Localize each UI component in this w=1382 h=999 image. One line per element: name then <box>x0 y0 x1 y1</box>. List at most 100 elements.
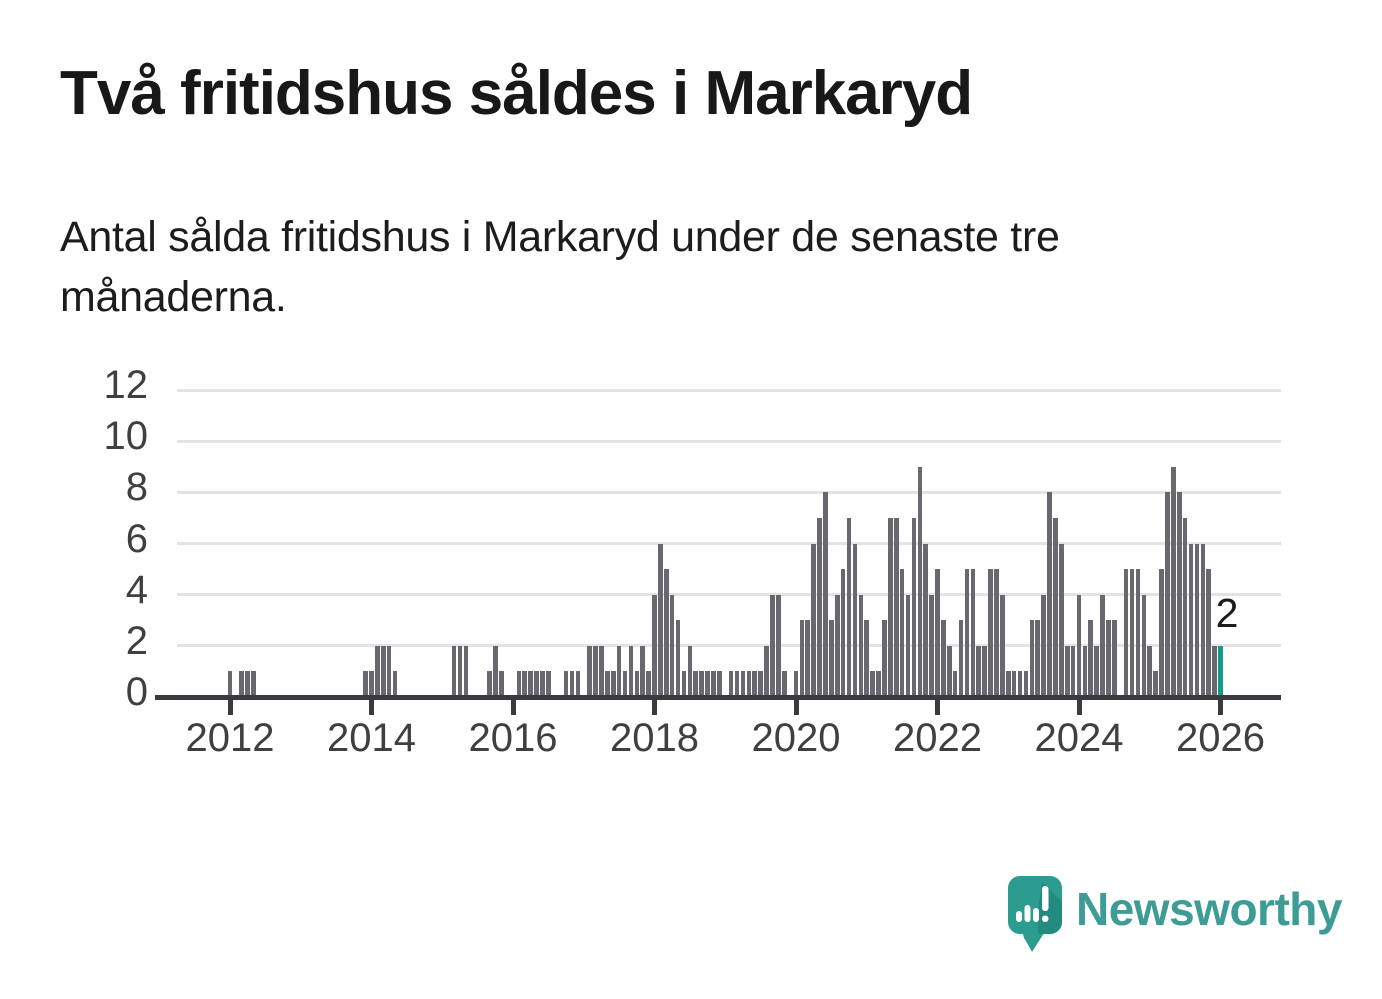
bar <box>770 594 775 697</box>
bar <box>823 492 828 697</box>
bar <box>616 645 622 697</box>
bar <box>1129 569 1135 697</box>
bar <box>646 671 651 697</box>
bar <box>911 517 917 697</box>
bar <box>1194 543 1200 697</box>
bar <box>952 671 958 697</box>
bar <box>245 671 250 697</box>
x-axis-tick-label-2024: 2024 <box>1034 716 1124 760</box>
bar <box>988 569 993 697</box>
bar <box>1153 671 1158 697</box>
bar <box>752 671 758 697</box>
gridline-y10 <box>177 439 1281 443</box>
bar <box>693 671 699 697</box>
bar <box>1053 517 1058 697</box>
bar <box>463 645 469 697</box>
bar <box>1165 492 1170 697</box>
newsworthy-wordmark: Newsworthy <box>1076 883 1342 935</box>
bar <box>1064 645 1070 697</box>
x-axis-tick-2012 <box>227 700 233 715</box>
bar <box>569 671 575 697</box>
bar <box>870 671 875 697</box>
gridline-y4 <box>177 593 1281 597</box>
bar <box>363 671 368 697</box>
bar <box>946 645 952 697</box>
x-axis-tick-2020 <box>793 700 799 715</box>
bar <box>840 569 846 697</box>
y-axis-tick-label: 10 <box>103 414 149 459</box>
y-axis-tick-label: 4 <box>125 567 148 612</box>
gridline-y8 <box>177 490 1281 494</box>
gridline-y2 <box>177 644 1281 648</box>
bar <box>593 645 598 697</box>
bar <box>392 671 398 697</box>
bar <box>652 594 657 697</box>
newsworthy-logo: Newsworthy <box>1008 874 1342 960</box>
bar <box>1059 543 1064 697</box>
bar <box>1029 620 1035 697</box>
bar <box>1041 594 1046 697</box>
bar <box>882 620 887 697</box>
bar <box>864 620 870 697</box>
bar <box>634 671 640 697</box>
bar <box>622 671 628 697</box>
bar <box>1070 645 1076 697</box>
x-axis-tick-2022 <box>935 700 940 715</box>
bar <box>575 671 581 697</box>
y-axis-tick-label: 2 <box>125 618 148 663</box>
bar <box>994 569 999 697</box>
bar <box>905 594 911 697</box>
y-axis-tick-label: 0 <box>125 670 148 714</box>
x-axis-tick-label-2020: 2020 <box>751 716 841 760</box>
x-axis-tick-2024 <box>1076 700 1082 715</box>
bar <box>663 569 669 697</box>
bar <box>375 645 380 697</box>
bar <box>781 671 787 697</box>
bar <box>669 594 675 697</box>
bar <box>534 671 539 697</box>
bar <box>522 671 528 697</box>
bar <box>1123 569 1129 697</box>
bar <box>628 645 634 697</box>
bar <box>941 620 946 697</box>
bar <box>610 671 616 697</box>
bar <box>540 671 545 697</box>
bar <box>970 569 976 697</box>
bar <box>681 671 687 697</box>
bar <box>817 517 822 697</box>
y-axis-tick-label: 8 <box>125 465 148 510</box>
x-axis-tick-label-2016: 2016 <box>468 716 558 760</box>
gridline-y12 <box>177 388 1281 392</box>
bar <box>958 620 964 697</box>
bar <box>1176 492 1182 697</box>
bar <box>1112 620 1117 697</box>
bar <box>1100 594 1105 697</box>
bar <box>587 645 592 697</box>
bar <box>893 517 899 697</box>
bar <box>1188 543 1194 697</box>
bar <box>776 594 781 697</box>
bar <box>705 671 710 697</box>
bar <box>528 671 533 697</box>
highlighted-bar <box>1218 645 1223 697</box>
bar <box>746 671 752 697</box>
bar <box>764 645 769 697</box>
bar <box>876 671 881 697</box>
bar <box>1206 569 1211 697</box>
bar <box>1082 645 1088 697</box>
bar <box>888 517 893 697</box>
x-axis-tick-2014 <box>369 700 374 715</box>
bar <box>498 671 504 697</box>
bar <box>711 671 716 697</box>
bar <box>811 543 816 697</box>
bar <box>451 645 457 697</box>
bar <box>929 594 934 697</box>
bar <box>487 671 492 697</box>
x-axis-tick-label-2018: 2018 <box>610 716 699 760</box>
bar <box>1076 594 1082 697</box>
bar <box>605 671 610 697</box>
bar <box>1017 671 1023 697</box>
x-axis-tick-label-2022: 2022 <box>893 716 982 760</box>
x-axis-line <box>155 695 1281 700</box>
